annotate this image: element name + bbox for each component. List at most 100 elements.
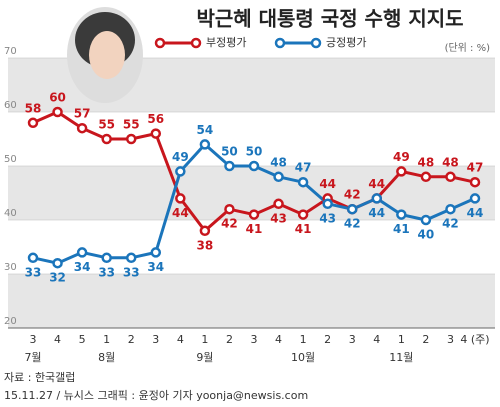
point [297,209,309,220]
data-label: 33 [98,265,115,279]
point [27,117,39,129]
chart-title: 박근혜 대통령 국정 수행 지지도 [196,7,463,31]
point [297,176,309,188]
point [445,171,456,183]
credit: 15.11.27 / 뉴시스 그래픽 : 윤정아 기자 yoonja@newsi… [4,389,308,402]
point [273,171,284,183]
legend-marker [190,37,202,49]
x-tick-label: 2 [226,333,233,346]
month-label: 8월 [98,351,115,364]
data-label: 32 [49,271,66,285]
legend-marker [310,37,322,49]
x-tick-label: 2 [324,333,331,346]
band [8,274,495,328]
y-tick-label: 50 [4,154,17,165]
point [199,139,211,150]
y-tick-label: 70 [4,46,17,57]
point [175,166,186,177]
x-tick-label: 2 [422,333,429,346]
x-tick-label: 5 [79,333,86,346]
x-tick-label: 4 [177,333,184,346]
x-tick-label: 3 [152,333,159,346]
unit: (단위 : %) [445,41,491,54]
data-label: 58 [25,101,42,115]
x-tick-label: 2 [128,333,135,346]
data-label: 47 [295,161,312,175]
data-label: 34 [147,260,164,274]
data-label: 42 [344,217,361,231]
data-label: 40 [418,228,435,242]
data-label: 57 [74,107,91,121]
x-tick-label: 4 [275,333,282,346]
x-tick-label: 1 [103,333,110,346]
data-label: 43 [319,211,336,225]
point [322,198,333,210]
data-label: 42 [442,217,459,231]
data-label: 48 [442,155,459,169]
plot-bg [8,57,495,329]
data-label: 44 [368,177,385,191]
data-label: 49 [172,150,189,164]
data-label: 38 [197,238,214,252]
x-tick-label: 3 [30,333,37,346]
point [52,257,63,269]
data-label: 55 [98,118,115,132]
data-label: 42 [344,188,361,202]
point [175,193,186,204]
point [150,128,162,139]
legend-label: 긍정평가 [326,36,366,49]
x-tick-label: 4 [54,333,61,346]
data-label: 47 [467,161,484,175]
point [52,106,63,118]
x-tick-label: 4 (주) [460,333,489,346]
point [101,252,112,264]
data-label: 41 [393,222,410,236]
data-label: 54 [197,123,214,137]
point [420,214,432,226]
point [224,203,235,215]
data-label: 50 [221,145,238,159]
data-label: 60 [49,91,66,105]
data-label: 49 [393,150,410,164]
data-label: 33 [123,265,140,279]
photo [67,7,143,103]
point [199,225,211,237]
data-label: 42 [221,217,238,231]
y-tick-label: 20 [4,316,17,327]
x-tick-label: 1 [398,333,405,346]
point [346,203,358,215]
point [76,122,88,134]
x-tick-label: 3 [349,333,356,346]
month-label: 7월 [24,351,41,364]
data-label: 48 [418,155,435,169]
point [125,133,137,145]
data-label: 33 [25,265,42,279]
legend-marker [154,37,166,49]
point [396,209,407,220]
point [101,133,112,145]
x-tick-label: 4 [373,333,380,346]
month-label: 11월 [389,351,413,364]
data-label: 34 [74,260,91,274]
data-label: 55 [123,118,140,132]
point [273,198,284,210]
point [469,176,481,188]
point [125,252,137,264]
point [150,247,162,258]
month-label: 10월 [291,351,315,364]
data-label: 48 [270,155,287,169]
point [248,160,260,172]
data-label: 56 [147,112,164,126]
source: 자료 : 한국갤럽 [4,370,75,384]
y-tick-label: 30 [4,262,17,273]
point [27,252,39,264]
data-label: 44 [172,206,189,220]
legend-marker [274,37,286,49]
point [76,247,88,258]
legend-label: 부정평가 [206,36,246,49]
point [445,203,456,215]
point [469,193,481,204]
data-label: 44 [368,206,385,220]
data-label: 41 [295,222,312,236]
